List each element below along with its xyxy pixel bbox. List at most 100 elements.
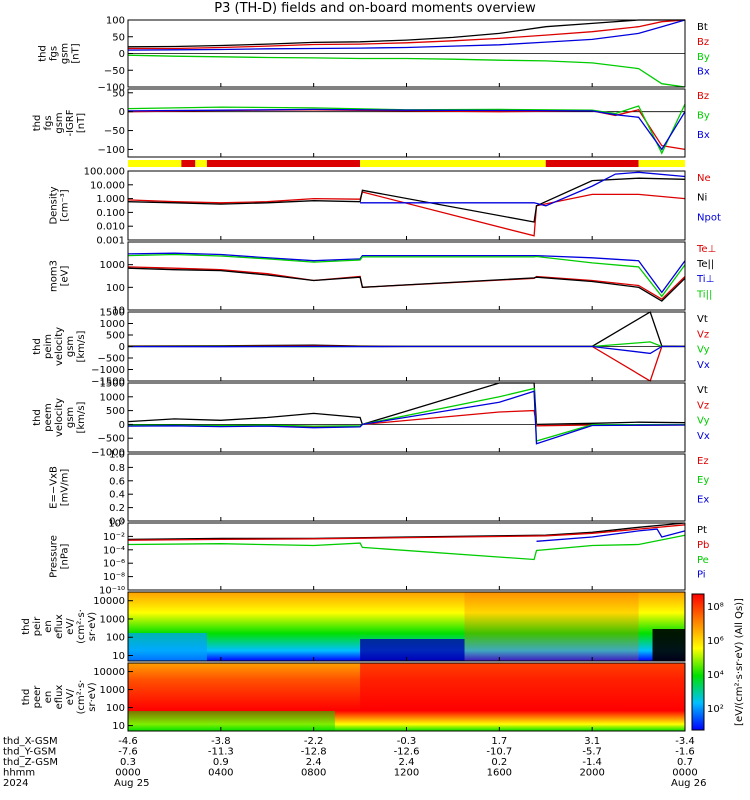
ylabel-line: thd: [32, 115, 43, 132]
series-bt-line: [127, 19, 685, 48]
ytick-label: 500: [106, 406, 125, 417]
panel-3: Density[cm⁻³]: [49, 170, 686, 241]
xaxis-row-label: 2024: [3, 778, 28, 789]
xtick-value: 0000: [115, 768, 140, 779]
xtick-value: -1.4: [582, 757, 602, 768]
ytick-label: 0.0: [109, 517, 125, 528]
xtick-value: -4.6: [118, 736, 138, 747]
panel-frame: [127, 241, 686, 311]
series-ti-line: [127, 253, 686, 298]
legend-ti: Ti||: [696, 289, 712, 300]
mode-bar-segment: [545, 160, 639, 167]
xtick-value: -7.6: [118, 747, 138, 758]
legend-vz: Vz: [697, 329, 709, 340]
legend-te: Te⊥: [696, 244, 716, 255]
ylabel: thdpeerenefluxeV/(cm²·s·sr·eV): [21, 680, 98, 715]
ytick-label: 0.010: [96, 222, 125, 233]
series-vx-line: [127, 345, 685, 355]
series-bz-line: [127, 109, 686, 151]
ytick-label: 10.000: [90, 180, 125, 191]
legend-vy: Vy: [697, 345, 710, 356]
mode-bar-segment: [360, 160, 546, 167]
ytick-label: 10⁻⁶: [103, 559, 125, 570]
ylabel-line: en: [43, 691, 54, 704]
ylabel: thdfgsgsm[nT]: [38, 43, 82, 64]
panel-8: Pressure[nPa]: [49, 522, 686, 591]
ytick-label: 0.2: [109, 503, 125, 514]
ytick-label: −1500: [91, 377, 125, 388]
ytick-label: 0.001: [96, 236, 125, 247]
panel-7: E=−VxB[mV/m]: [49, 453, 686, 522]
ytick-label: 100: [106, 16, 125, 27]
ytick-label: 100: [106, 703, 125, 714]
legend-bx: Bx: [697, 67, 710, 78]
legend-vx: Vx: [697, 360, 710, 371]
legend-ez: Ez: [697, 456, 709, 467]
panel-4: mom3[eV]: [49, 241, 686, 311]
ylabel-line: Density: [49, 186, 60, 224]
ylabel-line: [nT]: [76, 113, 87, 133]
ytick-label: 500: [106, 331, 125, 342]
xtick-value: 2000: [579, 768, 604, 779]
series-pi-line: [536, 528, 686, 542]
ylabel-line: thd: [21, 689, 32, 706]
xaxis-row-label: hhmm: [3, 768, 35, 779]
ytick-label: 10000: [93, 667, 125, 678]
ylabel-line: gsm: [54, 112, 65, 133]
ylabel: mom3[eV]: [49, 260, 71, 292]
legend-bz: Bz: [697, 37, 709, 48]
ylabel-line: thd: [21, 618, 32, 635]
ylabel-line: (cm²·s·: [76, 680, 87, 715]
ylabel-line: [nT]: [71, 43, 82, 63]
xtick-value: -0.3: [397, 736, 417, 747]
panel-10: thdpeerenefluxeV/(cm²·s·sr·eV): [21, 662, 686, 732]
legend-ni: Ni: [697, 193, 707, 204]
ytick-label: 10⁻⁸: [103, 572, 125, 583]
legend-ey: Ey: [697, 475, 709, 486]
ytick-label: 0: [119, 49, 125, 60]
legend-npot: Npot: [697, 212, 721, 223]
series-ni-line: [127, 177, 686, 223]
ytick-label: 1.0: [109, 450, 125, 461]
spectrogram-low-flux: [128, 633, 207, 661]
ylabel-line: [nPa]: [60, 543, 71, 569]
ytick-label: 10000: [93, 596, 125, 607]
ytick-label: 0.6: [109, 476, 125, 487]
ytick-label: 10⁻⁴: [103, 545, 125, 556]
xtick-value: 0800: [301, 768, 326, 779]
ylabel-line: (cm²·s·: [76, 609, 87, 644]
xtick-value: -3.4: [675, 736, 695, 747]
xaxis-row-label: thd_Z-GSM: [3, 757, 58, 768]
xtick-value: -12.8: [301, 747, 327, 758]
panel-2: thdfgsgsm-IGRF[nT]: [32, 88, 686, 158]
legend-pi: Pi: [697, 570, 706, 581]
colorbar-tick: 10⁴: [707, 670, 724, 681]
ytick-label: 0: [119, 420, 125, 431]
ytick-label: −100: [98, 145, 125, 156]
ytick-label: 10: [112, 721, 125, 732]
ylabel-line: thd: [32, 409, 43, 426]
ylabel-line: fgs: [49, 46, 60, 61]
ylabel-line: Pressure: [49, 535, 60, 578]
ytick-label: 0: [119, 342, 125, 353]
xtick-value: -2.2: [304, 736, 324, 747]
series-bz-line: [128, 19, 686, 50]
legend-bx: Bx: [697, 130, 710, 141]
ytick-label: 1500: [100, 308, 125, 319]
mode-bar-segment: [638, 160, 685, 167]
mode-bar-segment: [181, 160, 196, 167]
ytick-label: 100: [106, 283, 125, 294]
xtick-value: -11.3: [208, 747, 234, 758]
series-pt-line: [127, 522, 686, 541]
ytick-label: 1000: [100, 319, 125, 330]
ytick-label: 1000: [100, 260, 125, 271]
ytick-label: 0.8: [109, 463, 125, 474]
xtick-value: Aug 26: [671, 778, 706, 789]
series-vt-line: [127, 382, 686, 426]
legend-bt: Bt: [697, 22, 708, 33]
legend-te: Te||: [696, 259, 714, 270]
panel-frame: [127, 453, 686, 522]
xtick-value: -1.6: [675, 747, 695, 758]
series-vt-line: [127, 311, 686, 347]
